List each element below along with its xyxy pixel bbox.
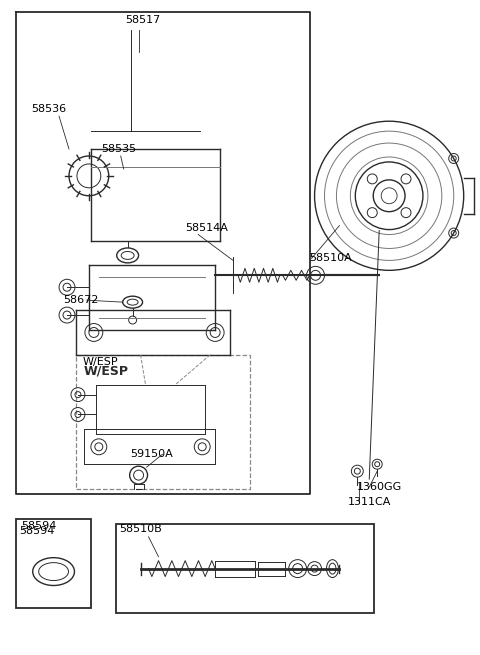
Bar <box>16 519 91 608</box>
Text: 59150A: 59150A <box>131 449 173 459</box>
Text: 58510A: 58510A <box>310 253 352 263</box>
Text: 1360GG: 1360GG <box>357 482 403 492</box>
Bar <box>76 355 250 489</box>
Text: 58594: 58594 <box>21 521 57 531</box>
Text: 58517: 58517 <box>126 15 161 25</box>
Text: W/ESP: W/ESP <box>83 357 119 367</box>
Text: 58594: 58594 <box>19 526 55 536</box>
Text: 58514A: 58514A <box>185 223 228 233</box>
Text: 58535: 58535 <box>101 144 136 154</box>
Text: 58510B: 58510B <box>119 524 161 534</box>
Text: 58672: 58672 <box>63 295 98 305</box>
Text: 58536: 58536 <box>31 104 66 114</box>
Text: W/ESP: W/ESP <box>84 364 129 377</box>
Text: 1311CA: 1311CA <box>348 497 391 507</box>
Bar <box>116 524 374 613</box>
